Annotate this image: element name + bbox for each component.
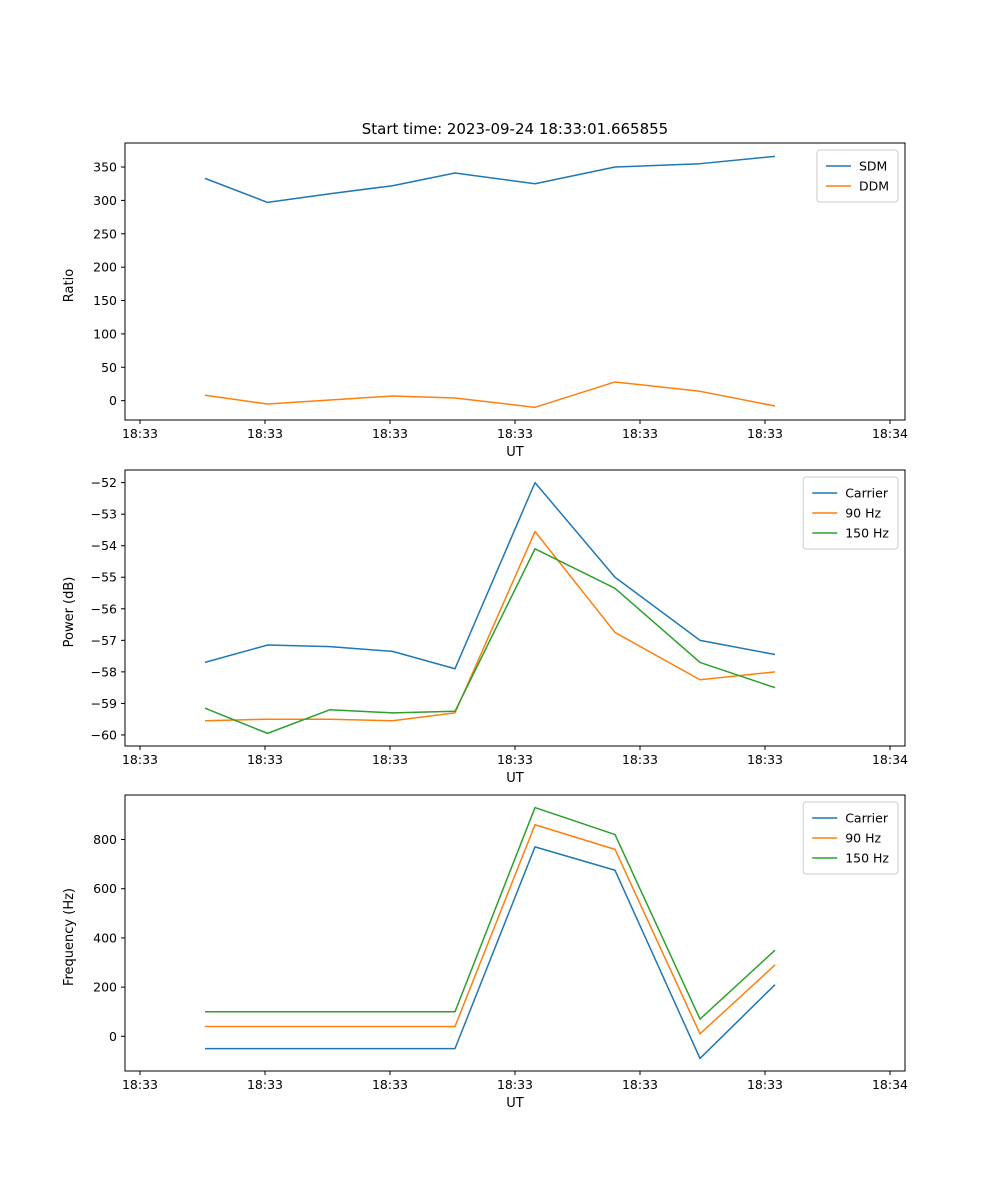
plot-border [124,469,906,747]
y-tick-label: 350 [93,160,117,175]
series-line-90-hz [205,824,776,1035]
legend-label-150-hz: 150 Hz [845,851,889,866]
y-axis-label: Ratio [62,269,77,302]
y-tick-label: 0 [109,1029,117,1044]
legend-box [802,476,899,550]
y-tick-label: −55 [91,570,117,585]
y-tick-label: 0 [109,393,117,408]
y-tick-label: 200 [93,260,117,275]
x-tick-label: 18:33 [497,426,533,441]
x-tick-label: 18:33 [247,426,283,441]
x-tick-label: 18:33 [622,752,658,767]
series-line-90-hz [204,530,776,722]
y-axis-label: Power (dB) [62,577,77,648]
x-tick-label: 18:34 [872,426,908,441]
x-tick-label: 18:33 [747,1077,783,1092]
x-tick-label: 18:33 [122,752,158,767]
y-tick-label: 100 [93,326,117,341]
x-tick-label: 18:33 [122,1077,158,1092]
x-tick-label: 18:33 [372,426,408,441]
figure-title: Start time: 2023-09-24 18:33:01.665855 [361,120,669,138]
x-tick-label: 18:33 [622,426,658,441]
y-tick-label: 600 [93,881,117,896]
x-tick-label: 18:34 [872,1077,908,1092]
plot-border [124,142,906,421]
y-tick-label: 150 [93,293,117,308]
legend-box [802,801,899,875]
x-tick-label: 18:33 [372,1077,408,1092]
y-tick-label: −57 [91,633,117,648]
plot-border [124,794,906,1072]
x-axis-label: UT [506,445,524,460]
subplot-frequency-hz: 0 200 400 600 800 18:33 18:33 18:33 18:33 18:33 18… [62,794,908,1111]
x-tick-label: 18:33 [122,426,158,441]
y-tick-label: 250 [93,226,117,241]
legend: SDM DDM [816,149,899,203]
series-line-carrier [205,846,776,1060]
x-tick-label: 18:33 [247,1077,283,1092]
series-line-150-hz [204,548,776,735]
legend-box [816,149,899,203]
x-tick-label: 18:33 [747,752,783,767]
x-tick-label: 18:33 [372,752,408,767]
y-tick-label: −54 [91,538,117,553]
y-tick-label: −59 [91,696,117,711]
x-tick-label: 18:33 [247,752,283,767]
y-tick-label: 300 [93,193,117,208]
legend-label-90-hz: 90 Hz [845,506,881,521]
x-tick-label: 18:33 [497,752,533,767]
series-line-150-hz [205,806,776,1020]
x-axis-label: UT [506,1096,524,1111]
y-tick-label: −60 [91,727,117,742]
subplot-ratio: 0 50 100 150 200 250 300 350 18:33 18:33 18:33 18:3… [62,142,908,460]
y-axis-label: Frequency (Hz) [62,888,77,986]
series-line-sdm [204,155,776,204]
legend: Carrier 90 Hz 150 Hz [802,801,899,875]
y-tick-label: −56 [91,601,117,616]
y-tick-label: 200 [93,980,117,995]
x-tick-label: 18:33 [497,1077,533,1092]
y-tick-label: 800 [93,832,117,847]
legend-label-carrier: Carrier [845,486,889,501]
y-tick-label: 400 [93,930,117,945]
x-axis-label: UT [506,771,524,786]
y-tick-label: −58 [91,664,117,679]
y-tick-label: −53 [91,507,117,522]
series-line-ddm [204,381,776,409]
x-tick-label: 18:33 [622,1077,658,1092]
legend: Carrier 90 Hz 150 Hz [802,476,899,550]
x-tick-label: 18:33 [747,426,783,441]
series-line-carrier [204,481,776,670]
x-tick-label: 18:34 [872,752,908,767]
subplot-power-db: −52 −53 −54 −55 −56 −57 −58 −59 −60 18:33 18:33 18:… [62,469,908,786]
legend-label-carrier: Carrier [845,811,889,826]
legend-label-90-hz: 90 Hz [845,831,881,846]
y-tick-label: −52 [91,475,117,490]
legend-label-sdm: SDM [859,159,887,174]
legend-label-150-hz: 150 Hz [845,526,889,541]
y-tick-label: 50 [101,360,117,375]
legend-label-ddm: DDM [859,179,889,194]
